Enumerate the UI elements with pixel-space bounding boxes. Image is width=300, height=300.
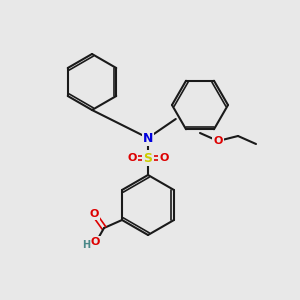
Text: O: O [213, 136, 223, 146]
Text: S: S [143, 152, 152, 164]
Text: H: H [82, 240, 90, 250]
Text: N: N [143, 131, 153, 145]
Text: O: O [159, 153, 169, 163]
Text: O: O [89, 209, 99, 219]
Text: O: O [127, 153, 137, 163]
Text: O: O [90, 237, 100, 247]
